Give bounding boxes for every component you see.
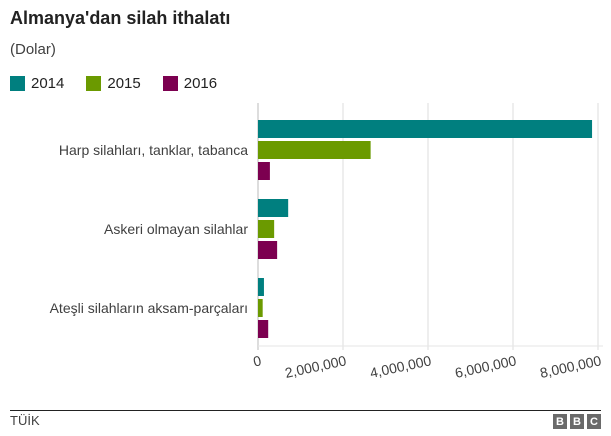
bar-2014 — [258, 120, 593, 138]
bbc-logo-letter: C — [587, 414, 601, 429]
bar-2016 — [258, 241, 278, 259]
legend-label-2014: 2014 — [31, 75, 65, 92]
bar-2014 — [258, 278, 264, 296]
legend-swatch-2014 — [10, 76, 25, 91]
chart-subtitle: (Dolar) — [10, 41, 56, 58]
bar-2015 — [258, 141, 371, 159]
x-tick-label: 6,000,000 — [453, 352, 517, 381]
x-tick-label: 8,000,000 — [538, 352, 602, 381]
bar-2015 — [258, 299, 263, 317]
category-label: Harp silahları, tanklar, tabanca — [59, 142, 248, 158]
legend-label-2016: 2016 — [183, 75, 218, 92]
legend-item-2014: 2014 — [10, 75, 64, 92]
bar-2016 — [258, 162, 270, 180]
legend-label-2015: 2015 — [107, 75, 141, 92]
category-label: Ateşli silahların aksam-parçaları — [50, 300, 248, 316]
legend: 2014 2015 2016 — [10, 75, 239, 92]
source-label: TÜİK — [10, 413, 40, 428]
bbc-logo-letter: B — [570, 414, 584, 429]
bar-chart: 0 2,000,000 4,000,000 6,000,000 8,000,000 Har… — [50, 103, 603, 381]
x-tick-label: 2,000,000 — [283, 352, 347, 381]
bbc-logo-letter: B — [553, 414, 567, 429]
legend-item-2015: 2015 — [86, 75, 141, 92]
category-label: Askeri olmayan silahlar — [104, 221, 248, 237]
footer-divider — [10, 410, 601, 411]
chart-title: Almanya'dan silah ithalatı — [10, 8, 231, 28]
bar-2015 — [258, 220, 275, 238]
bar-2014 — [258, 199, 289, 217]
legend-item-2016: 2016 — [162, 75, 218, 92]
bar-2016 — [258, 320, 269, 338]
bbc-logo: B B C — [553, 414, 601, 429]
legend-swatch-2015 — [86, 76, 102, 91]
legend-swatch-2016 — [162, 76, 178, 91]
x-tick-label: 0 — [252, 352, 263, 369]
x-tick-label: 4,000,000 — [368, 352, 432, 381]
